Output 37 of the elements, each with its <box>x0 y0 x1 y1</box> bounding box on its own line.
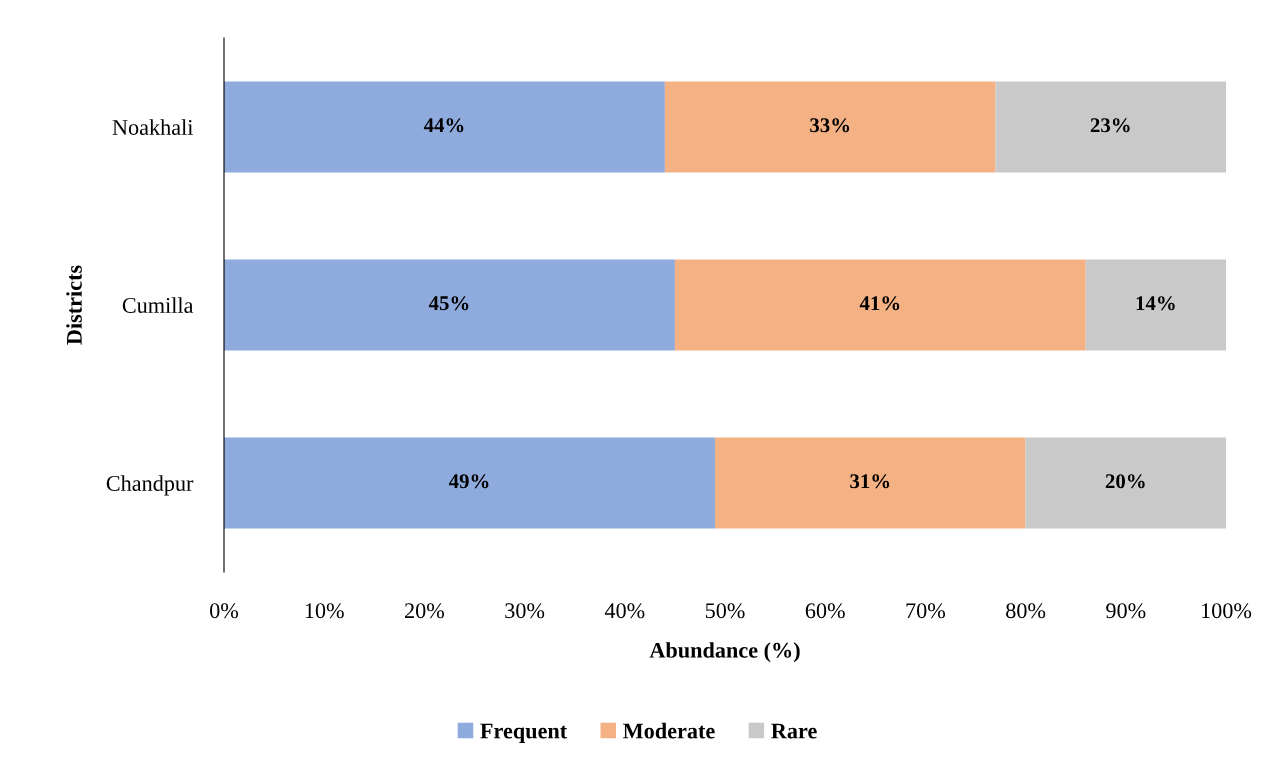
legend-label: Frequent <box>480 723 568 743</box>
legend-label: Moderate <box>623 722 715 739</box>
bar <box>224 259 675 351</box>
x-tick-label: 90% <box>1106 603 1146 619</box>
x-tick-label: 30% <box>505 603 545 619</box>
y-tick-label: Noakhali <box>112 119 194 135</box>
data-label: 20% <box>1105 474 1145 489</box>
y-tick-label: Chandpur <box>106 475 194 496</box>
data-label: 33% <box>810 118 850 133</box>
bar <box>674 259 1086 351</box>
bar <box>224 437 715 529</box>
bar <box>1085 259 1226 351</box>
x-tick-label: 10% <box>305 603 344 619</box>
data-label: 14% <box>1136 296 1175 311</box>
x-tick-label: 70% <box>906 603 946 619</box>
x-tick-label: 40% <box>604 603 645 619</box>
bar <box>714 437 1026 529</box>
data-label: 49% <box>448 474 489 489</box>
y-axis-title: Districts <box>66 265 82 345</box>
data-label: 41% <box>859 296 900 311</box>
x-tick-label: 0% <box>210 603 239 619</box>
x-tick-label: 50% <box>705 603 745 619</box>
bar <box>1025 437 1226 529</box>
bar <box>995 81 1226 173</box>
y-tick-label: Cumilla <box>122 297 194 313</box>
data-label: 45% <box>428 296 469 311</box>
x-tick-label: 80% <box>1006 603 1046 619</box>
bar <box>664 81 996 173</box>
x-tick-label: 20% <box>405 603 445 619</box>
x-axis-title: Abundance (%) <box>649 642 800 663</box>
bar <box>224 81 665 173</box>
legend-label: Rare <box>771 723 817 739</box>
x-tick-label: 100% <box>1202 603 1252 619</box>
data-label: 31% <box>850 474 890 489</box>
data-label: 23% <box>1090 118 1130 133</box>
data-label: 44% <box>423 118 464 133</box>
x-tick-label: 60% <box>805 603 845 619</box>
